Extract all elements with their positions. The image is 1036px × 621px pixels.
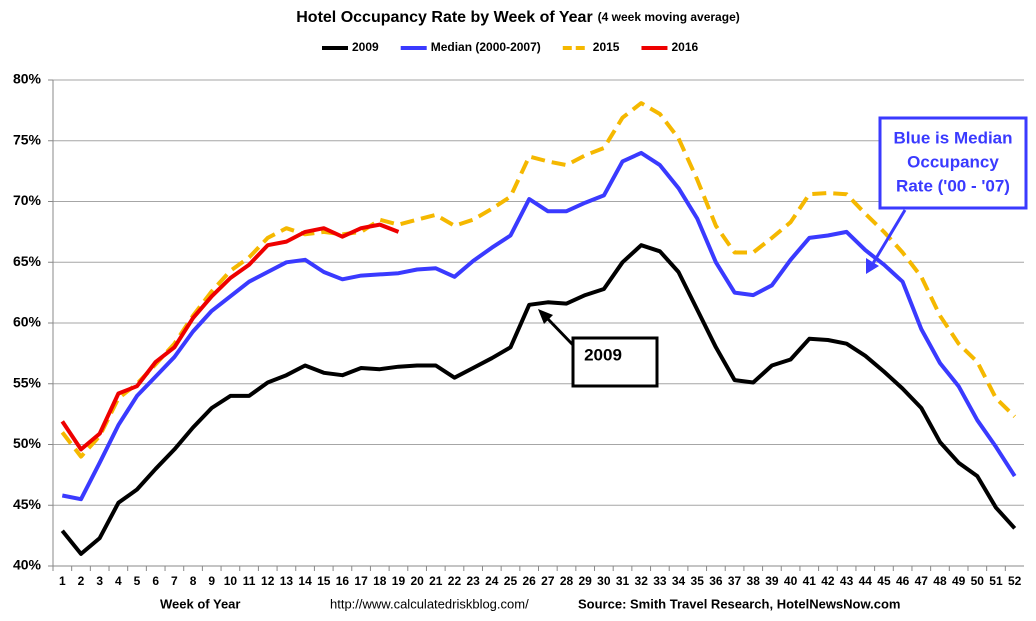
y-tick-label: 45%: [13, 496, 42, 512]
annotation-text: 2009: [584, 345, 622, 364]
x-tick-label: 1: [59, 574, 66, 588]
x-tick-label: 46: [896, 574, 910, 588]
x-tick-label: 3: [96, 574, 103, 588]
x-tick-label: 24: [485, 574, 499, 588]
x-tick-label: 10: [224, 574, 238, 588]
x-tick-label: 31: [616, 574, 630, 588]
x-tick-label: 18: [373, 574, 387, 588]
x-tick-label: 6: [152, 574, 159, 588]
x-tick-label: 21: [429, 574, 443, 588]
x-tick-label: 32: [635, 574, 649, 588]
y-tick-label: 60%: [13, 314, 42, 330]
y-tick-label: 80%: [13, 71, 42, 87]
x-tick-label: 34: [672, 574, 686, 588]
x-tick-label: 52: [1008, 574, 1022, 588]
x-tick-label: 25: [504, 574, 518, 588]
x-tick-label: 49: [952, 574, 966, 588]
x-tick-label: 36: [709, 574, 723, 588]
x-tick-label: 43: [840, 574, 854, 588]
x-tick-label: 12: [261, 574, 275, 588]
x-tick-label: 13: [280, 574, 294, 588]
x-tick-label: 11: [243, 574, 256, 588]
x-tick-label: 26: [522, 574, 536, 588]
x-tick-label: 40: [784, 574, 798, 588]
x-axis-label: Week of Year: [160, 596, 240, 611]
legend-label: 2015: [593, 40, 620, 54]
y-tick-label: 65%: [13, 253, 42, 269]
x-tick-label: 2: [78, 574, 85, 588]
x-tick-label: 20: [410, 574, 424, 588]
x-tick-label: 44: [859, 574, 873, 588]
x-tick-label: 15: [317, 574, 331, 588]
annotation-arrowhead: [538, 309, 553, 324]
series-line: [60, 101, 1017, 459]
x-tick-label: 7: [171, 574, 178, 588]
x-tick-label: 33: [653, 574, 667, 588]
x-tick-label: 51: [989, 574, 1003, 588]
x-tick-label: 16: [336, 574, 350, 588]
annotation-text: Blue is Median: [893, 128, 1012, 147]
legend-label: 2016: [671, 40, 698, 54]
x-tick-label: 19: [392, 574, 406, 588]
series-line: [60, 243, 1017, 556]
x-tick-label: 8: [190, 574, 197, 588]
x-tick-label: 23: [466, 574, 480, 588]
annotation-arrow: [544, 315, 575, 347]
chart-title-group: Hotel Occupancy Rate by Week of Year (4 w…: [296, 9, 739, 26]
series-line: [60, 222, 400, 452]
legend-label: Median (2000-2007): [431, 40, 541, 54]
y-tick-label: 70%: [13, 192, 42, 208]
annotation-text: Rate ('00 - '07): [896, 176, 1010, 195]
source: Source: Smith Travel Research, HotelNews…: [578, 596, 900, 611]
x-tick-label: 27: [541, 574, 555, 588]
x-tick-label: 5: [134, 574, 141, 588]
x-tick-label: 30: [597, 574, 611, 588]
footer-url: http://www.calculatedriskblog.com/: [330, 596, 529, 611]
series-line: [61, 150, 1017, 502]
x-tick-label: 28: [560, 574, 574, 588]
x-tick-label: 29: [579, 574, 593, 588]
x-tick-label: 47: [915, 574, 929, 588]
chart-subtitle: (4 week moving average): [598, 10, 740, 24]
y-tick-label: 40%: [13, 557, 42, 573]
x-tick-label: 45: [877, 574, 891, 588]
y-tick-label: 50%: [13, 435, 42, 451]
x-tick-label: 41: [803, 574, 817, 588]
x-tick-label: 14: [298, 574, 312, 588]
x-tick-label: 42: [821, 574, 835, 588]
x-tick-label: 48: [933, 574, 947, 588]
chart-title: Hotel Occupancy Rate by Week of Year: [296, 9, 592, 26]
x-tick-label: 9: [208, 574, 215, 588]
x-tick-label: 38: [747, 574, 761, 588]
x-tick-label: 39: [765, 574, 779, 588]
y-tick-label: 55%: [13, 374, 42, 390]
annotation-arrow: [870, 209, 907, 266]
legend-label: 2009: [352, 40, 379, 54]
annotation-box: [878, 116, 1028, 210]
annotation-box: [571, 336, 659, 388]
x-tick-label: 37: [728, 574, 742, 588]
x-tick-label: 4: [115, 574, 122, 588]
annotation-text: Occupancy: [907, 152, 999, 171]
x-tick-label: 50: [971, 574, 985, 588]
x-tick-label: 35: [691, 574, 705, 588]
x-tick-label: 17: [354, 574, 368, 588]
y-tick-label: 75%: [13, 131, 42, 147]
x-tick-label: 22: [448, 574, 462, 588]
annotation-arrowhead: [866, 258, 879, 274]
